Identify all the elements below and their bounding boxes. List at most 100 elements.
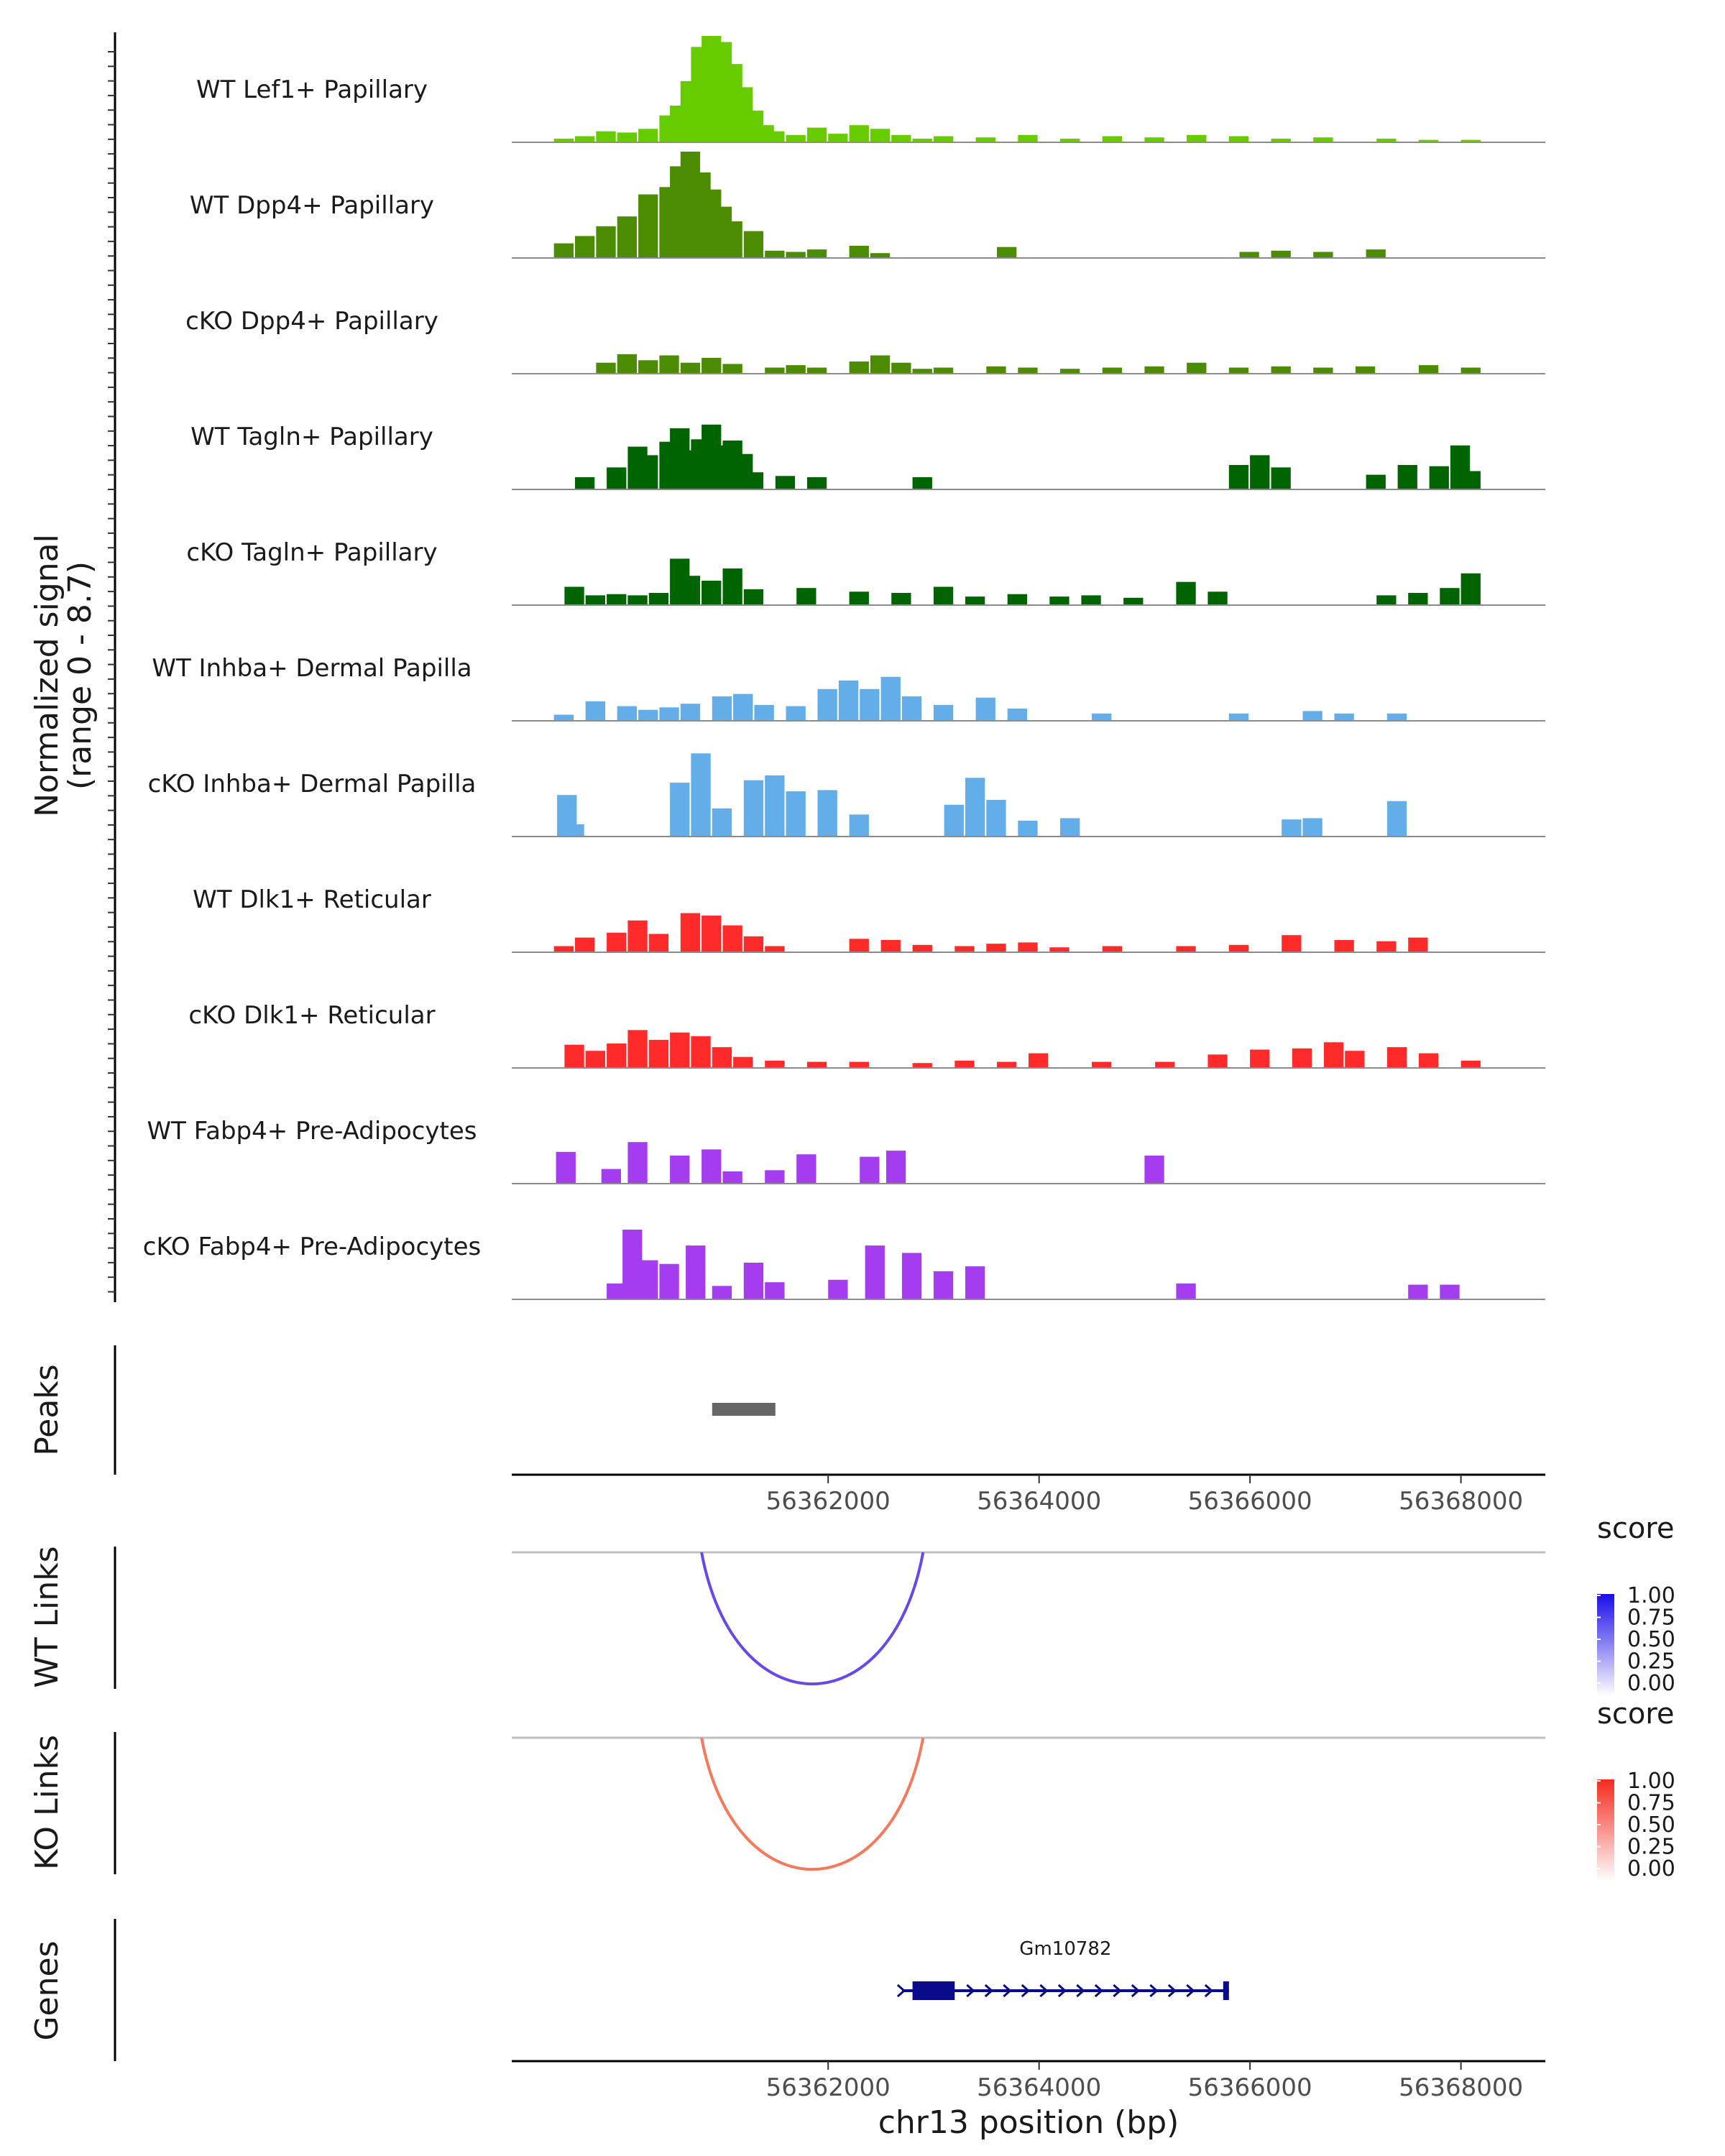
track-label-wt-lef1-papillary: WT Lef1+ Papillary: [196, 75, 428, 104]
coverage-bin: [601, 1169, 621, 1184]
coverage-bin: [1282, 819, 1302, 837]
track-label-cko-tagln-papillary: cKO Tagln+ Papillary: [186, 538, 437, 567]
coverage-bin: [912, 1063, 932, 1068]
coverage-bin: [786, 365, 806, 374]
coverage-bin: [880, 676, 901, 721]
track-label-wt-tagln-papillary: WT Tagln+ Papillary: [190, 423, 433, 451]
coverage-bin: [849, 591, 869, 605]
ko-links-track-label: KO Links: [29, 1735, 65, 1870]
strand-arrow: [1094, 1984, 1104, 1998]
coverage-bin: [1418, 139, 1439, 142]
x-axis-top-tick-label: 56364000: [977, 1487, 1101, 1516]
coverage-bin: [1408, 1284, 1428, 1299]
coverage-bin: [564, 586, 584, 605]
coverage-bin: [607, 932, 627, 952]
coverage-bin: [607, 1044, 627, 1068]
wt-links-legend-colorbar: [1597, 1594, 1614, 1696]
coverage-bin: [933, 367, 954, 374]
coverage-bin: [796, 1154, 816, 1184]
coverage-bin: [722, 568, 742, 605]
track-wt-dlk1-reticular: WT Dlk1+ Reticular: [193, 885, 1545, 953]
x-axis-top-tick-label: 56366000: [1188, 1487, 1312, 1516]
coverage-bin: [722, 1171, 742, 1184]
coverage-bin: [1228, 367, 1249, 374]
coverage-bin: [891, 362, 911, 374]
coverage-bin: [975, 137, 995, 142]
coverage-bin: [691, 1036, 711, 1068]
coverage-bin: [849, 361, 869, 374]
coverage-bin: [775, 476, 796, 489]
coverage-bin: [849, 939, 869, 952]
coverage-bin: [553, 138, 574, 142]
coverage-bin: [933, 586, 954, 605]
wt-links-legend-tick-label: 0.50: [1627, 1627, 1675, 1652]
coverage-bin: [786, 134, 806, 142]
coverage-bin: [1386, 1047, 1407, 1068]
coverage-bin: [1102, 136, 1122, 142]
track-wt-fabp4-pre-adipocytes: WT Fabp4+ Pre-Adipocytes: [147, 1117, 1545, 1184]
coverage-bin: [627, 920, 648, 952]
strand-arrow: [1113, 1984, 1122, 1998]
coverage-bin: [585, 1051, 605, 1068]
coverage-bin: [1408, 593, 1428, 605]
coverage-bin: [680, 704, 701, 721]
x-axis-bottom-tick-label: 56362000: [766, 2073, 891, 2102]
coverage-bin: [743, 780, 764, 837]
coverage-bin: [1018, 820, 1038, 837]
track-label-cko-dpp4-papillary: cKO Dpp4+ Papillary: [185, 307, 438, 336]
coverage-bin: [933, 136, 954, 142]
coverage-bin: [638, 360, 658, 374]
coverage-bin: [1060, 138, 1080, 142]
coverage-tracks: WT Lef1+ Papillary WT Dpp4+ Papillary cKO …: [143, 36, 1545, 1300]
y-axis: Normalized signal (range 0 - 8.7): [29, 32, 116, 1302]
coverage-bin: [1102, 946, 1122, 952]
coverage-bin: [891, 134, 911, 142]
coverage-bin: [786, 252, 806, 258]
coverage-bin: [596, 362, 616, 374]
coverage-bin: [1418, 365, 1439, 374]
coverage-bin: [627, 595, 648, 605]
coverage-bin: [1334, 940, 1354, 952]
coverage-bin: [596, 226, 616, 258]
coverage-bin: [765, 131, 785, 142]
coverage-bin: [1081, 595, 1101, 605]
coverage-bin: [702, 916, 722, 952]
coverage-bin: [933, 1271, 954, 1299]
coverage-bin: [733, 1056, 753, 1068]
coverage-bin: [1092, 1061, 1112, 1068]
coverage-bin: [806, 127, 827, 142]
strand-arrow: [966, 1984, 975, 1998]
genes-track: Genes Gm10782: [29, 1919, 1229, 2061]
track-label-wt-dpp4-papillary: WT Dpp4+ Papillary: [190, 191, 434, 220]
links-tracks: WT Links KO Links score score 1.000.750.…: [29, 1512, 1675, 1881]
coverage-bin: [743, 589, 764, 605]
coverage-bin: [702, 1149, 722, 1184]
coverage-bin: [607, 1283, 627, 1299]
coverage-bin: [954, 1060, 975, 1068]
coverage-bin: [1376, 595, 1397, 605]
strand-arrow: [1167, 1984, 1177, 1998]
strand-arrow: [1057, 1984, 1067, 1998]
coverage-bin: [722, 364, 742, 374]
coverage-bin: [1271, 138, 1291, 142]
x-axis-bottom-tick-label: 56368000: [1399, 2073, 1523, 2102]
wt-links-legend-tick-label: 0.75: [1627, 1606, 1675, 1631]
coverage-bin: [786, 706, 806, 721]
ko-links-legend-colorbar: [1597, 1779, 1614, 1881]
coverage-bin: [986, 366, 1006, 374]
coverage-bin: [891, 593, 911, 605]
coverage-bin: [1208, 591, 1228, 605]
track-label-cko-dlk1-reticular: cKO Dlk1+ Reticular: [188, 1001, 435, 1030]
track-cko-dpp4-papillary: cKO Dpp4+ Papillary: [185, 307, 1545, 374]
track-wt-tagln-papillary: WT Tagln+ Papillary: [190, 423, 1545, 490]
coverage-bin: [617, 216, 637, 258]
coverage-bin: [575, 236, 595, 258]
coverage-bin: [1313, 252, 1333, 258]
coverage-bin: [627, 1030, 648, 1068]
coverage-bin: [638, 709, 658, 721]
x-axis-title: chr13 position (bp): [878, 2104, 1179, 2141]
x-axis-bottom-tick-label: 56364000: [977, 2073, 1101, 2102]
coverage-bin: [1123, 597, 1144, 605]
coverage-bin: [765, 1060, 785, 1068]
coverage-bin: [702, 581, 722, 605]
